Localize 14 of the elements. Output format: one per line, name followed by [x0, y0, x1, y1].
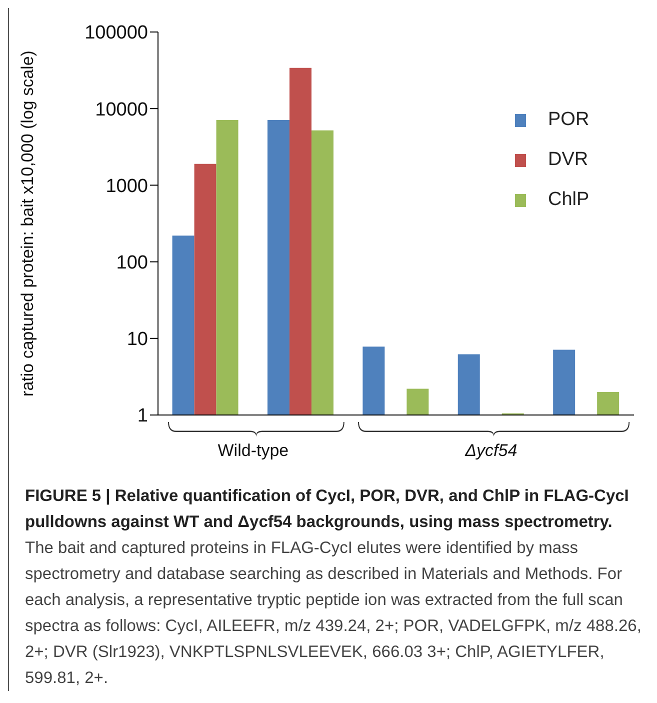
- text: Wild-type: [216, 441, 290, 461]
- y-tick-label: 1000: [106, 176, 148, 197]
- text: Δycf54: [464, 441, 518, 461]
- y-axis-title: ratio captured protein: bait x10,000 (log scale): [18, 50, 38, 396]
- y-tick-label: 1: [137, 406, 148, 427]
- y-tick-label: 10: [126, 329, 148, 350]
- text: FIGURE 5 | Relative quantification of CycI, POR, DVR, and ChlP in FLAG-CycI pulldowns against WT and Δycf54 backgrounds, using mass spectrometry.: [25, 487, 629, 531]
- legend-label: DVR: [548, 149, 588, 171]
- y-tick-label: 100000: [84, 22, 148, 44]
- text: The bait and captured proteins in FLAG-CycI elutes were identified by mass spectrometry and database searching as described in Materials and Methods. For each analysis, a representative tryptic peptide ion was extracted from the full scan spectra as follows: CycI, AILEEFR, m/z 439.24, 2+; POR, VADELGFPK, m/z 488.26, 2+; DVR (Slr1923), VNKPTLSPNLSVLEEVEK, 666.03 3+; ChlP, AGIETYLFER, 599.81, 2+.: [25, 539, 642, 687]
- y-tick-label: 10000: [95, 99, 148, 120]
- legend-label: POR: [548, 109, 590, 131]
- y-tick-label: 100: [116, 252, 148, 274]
- legend-label: ChlP: [548, 189, 590, 211]
